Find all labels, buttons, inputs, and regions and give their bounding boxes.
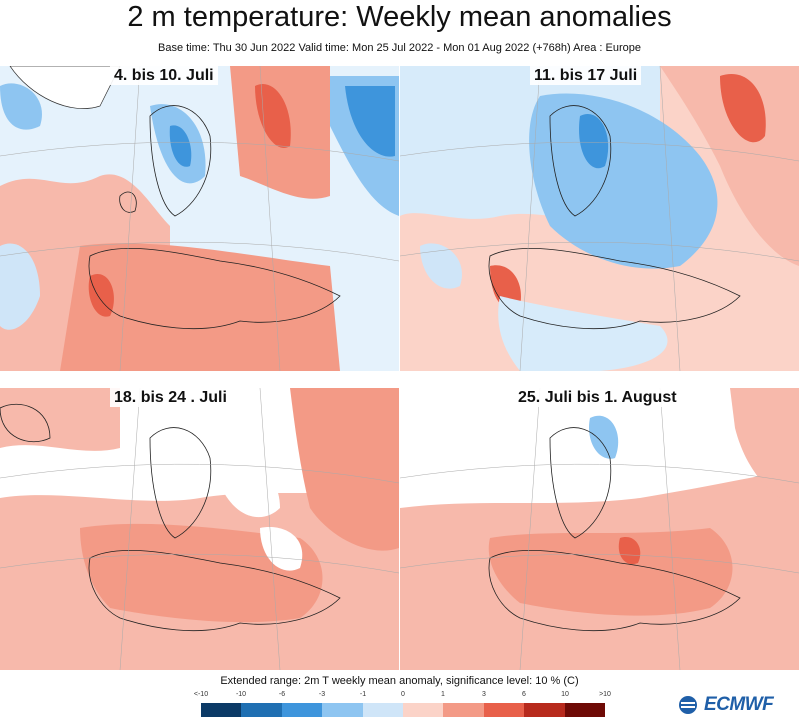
legend-tick: -6 xyxy=(278,691,286,698)
legend-swatch xyxy=(362,703,404,717)
legend-caption: Extended range: 2m T weekly mean anomaly… xyxy=(220,675,579,687)
legend-tick: 10 xyxy=(561,691,569,698)
map-week-4-graphic xyxy=(400,388,799,670)
legend-swatch xyxy=(564,703,606,717)
map-panel-week-1: 4. bis 10. Juli xyxy=(0,66,399,371)
logo-text: ECMWF xyxy=(704,694,774,715)
legend-tick: -3 xyxy=(318,691,326,698)
legend-tick: -1 xyxy=(359,691,367,698)
legend-swatch xyxy=(201,703,242,717)
legend-swatch xyxy=(483,703,525,717)
legend-colorbar xyxy=(201,703,606,717)
panel-label-week-4: 25. Juli bis 1. August xyxy=(514,388,681,407)
legend-swatch xyxy=(443,703,484,717)
ecmwf-logo: ECMWF xyxy=(676,694,774,716)
legend-swatch xyxy=(281,703,323,717)
ecmwf-logo-icon xyxy=(679,696,697,714)
map-panel-week-4: 25. Juli bis 1. August xyxy=(400,388,799,670)
page-title: 2 m temperature: Weekly mean anomalies xyxy=(127,1,672,33)
legend-swatch xyxy=(241,703,282,717)
legend-tick: >10 xyxy=(599,691,611,698)
map-week-3-graphic xyxy=(0,388,399,670)
legend-tick: 0 xyxy=(401,691,405,698)
panel-label-week-3: 18. bis 24 . Juli xyxy=(110,388,231,407)
legend-tick: -10 xyxy=(235,691,247,698)
legend-swatch xyxy=(403,703,444,717)
map-panel-week-2: 11. bis 17 Juli xyxy=(400,66,799,371)
panel-label-week-1: 4. bis 10. Juli xyxy=(110,66,218,85)
legend-swatch xyxy=(524,703,565,717)
legend-swatch xyxy=(322,703,363,717)
map-week-1-graphic xyxy=(0,66,399,371)
panel-label-week-2: 11. bis 17 Juli xyxy=(530,66,642,85)
map-panel-week-3: 18. bis 24 . Juli xyxy=(0,388,399,670)
page-subtitle: Base time: Thu 30 Jun 2022 Valid time: M… xyxy=(158,42,641,54)
legend-tick: 1 xyxy=(441,691,445,698)
legend-tick: 3 xyxy=(482,691,486,698)
map-week-2-graphic xyxy=(400,66,799,371)
legend-tick: <-10 xyxy=(193,691,209,698)
legend-tick: 6 xyxy=(522,691,526,698)
